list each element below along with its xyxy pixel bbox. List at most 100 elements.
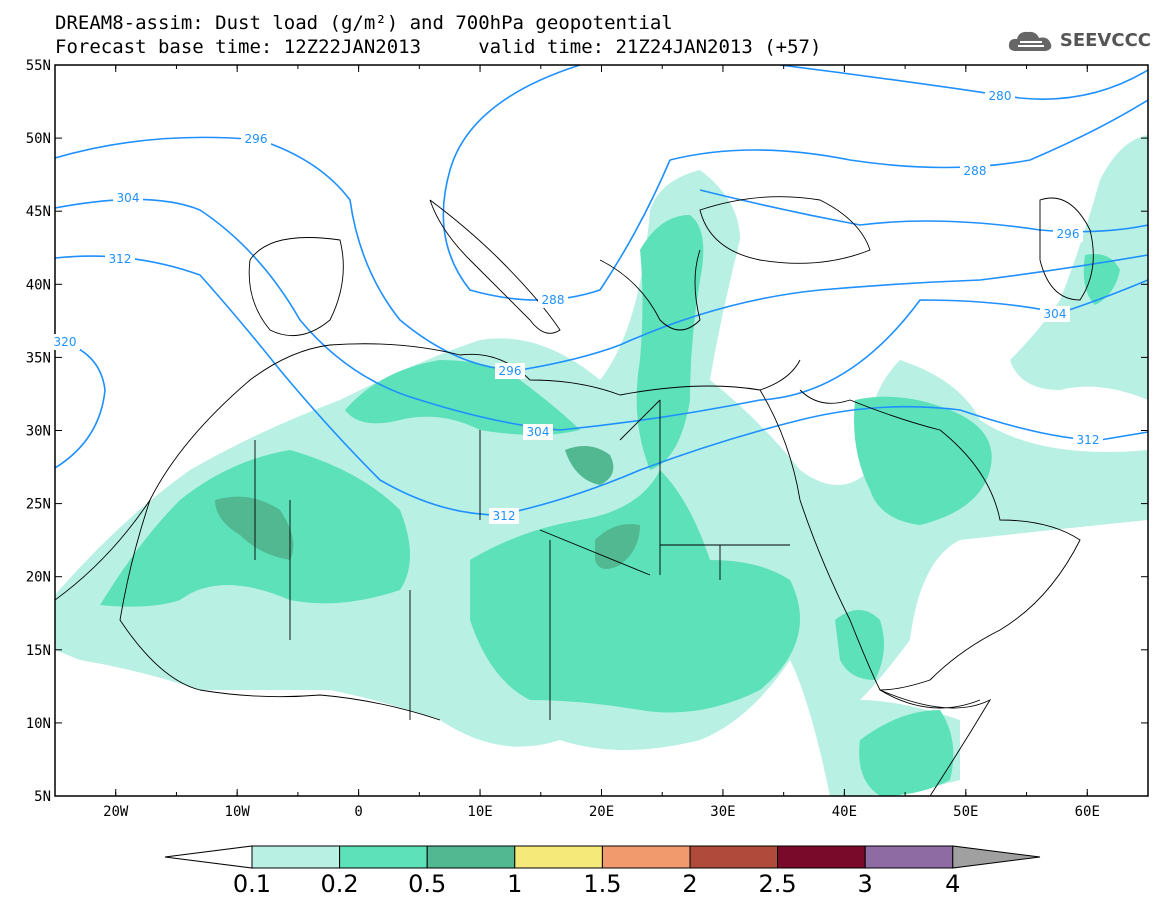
lat-tick-label: 35N <box>26 350 51 366</box>
contour-label: 312 <box>1077 433 1100 447</box>
contour-label: 280 <box>989 89 1012 103</box>
contour-288-west <box>442 65 671 301</box>
coast-arabia <box>799 389 1081 691</box>
border-mali-niger <box>254 400 721 720</box>
coast-north-africa <box>55 343 801 601</box>
coast-italy <box>429 199 561 334</box>
lon-tick-label: 30E <box>710 804 735 820</box>
colorbar-left-triangle <box>164 845 253 869</box>
contour-296-east <box>699 189 1148 233</box>
lon-tick-label: 60E <box>1075 804 1100 820</box>
logo-text: SEEVCCC <box>1059 29 1151 51</box>
colorbar-label: 2.5 <box>759 870 797 898</box>
dust-region-caucasus-light <box>1010 135 1148 400</box>
contour-label-bg <box>113 190 143 206</box>
colorbar-label: 0.1 <box>233 870 271 898</box>
lat-tick-label: 50N <box>26 131 51 147</box>
lon-tick-label: 40E <box>832 804 857 820</box>
dust-region-iran-light <box>1060 450 1148 490</box>
dust-region-libya-dark <box>565 446 614 485</box>
dust-region-chad-dark <box>595 524 640 569</box>
colorbar-segment <box>339 845 428 869</box>
dust-region-somalia <box>859 710 954 796</box>
contour-label: 312 <box>109 252 132 266</box>
colorbar-segment <box>251 845 341 869</box>
contour-label: 296 <box>245 132 268 146</box>
lat-tick-label: 30N <box>26 424 51 440</box>
contour-labels: 280 288 288 296 296 296 304 304 304 312 312 312 320 <box>50 88 1103 524</box>
contour-label-bg <box>241 131 271 147</box>
lon-tick-label: 20W <box>103 804 129 820</box>
contour-label-bg <box>1040 306 1070 322</box>
colorbar-segment <box>514 845 603 869</box>
colorbar-right-triangle <box>952 845 1041 869</box>
contour-label-bg <box>1053 226 1083 242</box>
contour-label: 288 <box>964 164 987 178</box>
contour-label-bg <box>960 163 990 179</box>
colorbar-label: 3 <box>858 870 873 898</box>
contour-label: 296 <box>1057 227 1080 241</box>
contour-label: 296 <box>499 364 522 378</box>
coast-greece <box>599 249 701 331</box>
contour-label: 304 <box>1044 307 1067 321</box>
colorbar-segment <box>426 845 516 869</box>
colorbar-label: 0.2 <box>321 870 359 898</box>
contour-label-bg <box>1073 432 1103 448</box>
coast-iberia <box>248 237 344 337</box>
contour-label: 304 <box>527 425 550 439</box>
coast-west-africa <box>119 499 441 721</box>
dust-region-central-sahara <box>470 470 800 713</box>
colorbar: 0.1 0.2 0.5 1 1.5 2 2.5 3 4 <box>164 845 1041 898</box>
contour-label-bg <box>985 88 1015 104</box>
contour-label: 320 <box>54 335 77 349</box>
title-line-1: DREAM8-assim: Dust load (g/m²) and 700hP… <box>55 12 673 34</box>
colorbar-segment <box>689 845 779 869</box>
contour-label-bg <box>489 508 519 524</box>
title-line-2: Forecast base time: 12Z22JAN2013 valid t… <box>55 36 822 58</box>
lon-tick-label: 0 <box>354 804 362 820</box>
lat-tick-label: 10N <box>26 716 51 732</box>
lon-tick-label: 10W <box>225 804 251 820</box>
colorbar-label: 1.5 <box>583 870 621 898</box>
axis-ticks <box>54 64 1149 797</box>
coast-caspian <box>1039 197 1094 301</box>
contour-label-bg <box>538 292 568 308</box>
dust-region-arabia <box>854 396 992 525</box>
dust-region-red-sea <box>835 610 884 680</box>
contour-288-east <box>669 99 1148 169</box>
contour-304 <box>55 198 1148 431</box>
geopotential-contours <box>55 65 1148 516</box>
lon-tick-label: 10E <box>467 804 492 820</box>
lat-tick-label: 5N <box>34 789 51 805</box>
colorbar-label: 1 <box>507 870 522 898</box>
dust-region-mauritania-dark <box>215 496 294 560</box>
coastlines-and-borders <box>55 196 1094 796</box>
lat-tick-label: 55N <box>26 58 51 74</box>
colorbar-segment <box>777 845 866 869</box>
lon-tick-label: 20E <box>589 804 614 820</box>
contour-label: 288 <box>542 293 565 307</box>
contour-label: 304 <box>117 191 140 205</box>
lat-tick-label: 15N <box>26 643 51 659</box>
cloud-icon <box>1008 31 1052 51</box>
seevccc-logo: SEEVCCC <box>1006 27 1151 53</box>
lat-tick-label: 45N <box>26 204 51 220</box>
contour-label: 312 <box>493 509 516 523</box>
contour-label-bg <box>50 334 80 350</box>
coast-red-sea <box>759 389 981 709</box>
contour-label-bg <box>523 424 553 440</box>
contour-296-west <box>55 136 1148 371</box>
colorbar-segment <box>864 845 954 869</box>
contour-label-bg <box>105 251 135 267</box>
coast-black-sea <box>699 196 871 264</box>
contour-312 <box>55 255 1148 516</box>
lat-tick-label: 40N <box>26 277 51 293</box>
lat-tick-label: 25N <box>26 497 51 513</box>
colorbar-segment <box>601 845 691 869</box>
colorbar-label: 4 <box>945 870 960 898</box>
lon-tick-label: 50E <box>953 804 978 820</box>
dust-fill-dark <box>215 446 640 569</box>
coast-horn <box>879 689 992 796</box>
axis-labels: 20W 10W 0 10E 20E 30E 40E 50E 60E 55N 50N 45N 40N 35N… <box>26 58 1100 820</box>
